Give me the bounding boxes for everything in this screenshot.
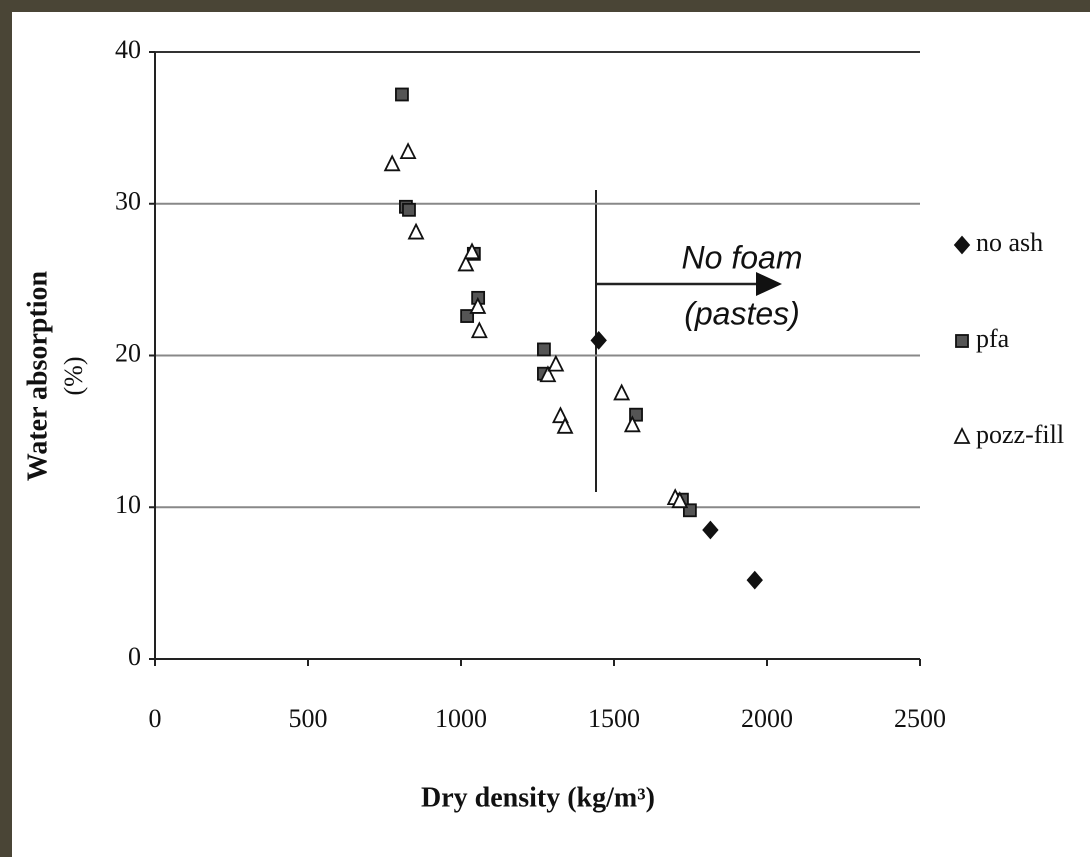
- x-tick-label: 0: [149, 704, 162, 733]
- y-tick-label: 0: [128, 642, 141, 671]
- y-tick-label: 10: [115, 490, 141, 519]
- legend-marker: [953, 235, 971, 255]
- y-tick-label: 30: [115, 187, 141, 216]
- legend-marker: [955, 334, 969, 348]
- point: [399, 142, 417, 160]
- x-tick-label: 500: [289, 704, 328, 733]
- y-tick-label: 20: [115, 338, 141, 367]
- point: [537, 342, 551, 357]
- point: [613, 383, 631, 401]
- point: [463, 242, 481, 260]
- y-axis-label: (%): [59, 357, 88, 396]
- point: [590, 330, 607, 350]
- point: [746, 570, 763, 590]
- annotation: No foam: [682, 239, 803, 275]
- point: [539, 365, 557, 383]
- point: [556, 416, 574, 434]
- legend-label: no ash: [976, 228, 1043, 257]
- point: [671, 491, 689, 509]
- point: [395, 87, 409, 102]
- point: [470, 321, 488, 339]
- point: [407, 222, 425, 240]
- y-tick-label: 40: [115, 35, 141, 64]
- point: [547, 354, 565, 372]
- point: [551, 406, 569, 424]
- point: [383, 154, 401, 172]
- point: [702, 520, 719, 540]
- x-tick-label: 2500: [894, 704, 946, 733]
- y-axis-label: Water absorption: [22, 270, 53, 481]
- x-tick-label: 1000: [435, 704, 487, 733]
- point: [457, 254, 475, 272]
- legend-marker: [953, 426, 971, 444]
- point: [623, 415, 641, 433]
- legend-label: pozz-fill: [976, 420, 1064, 449]
- annotation: (pastes): [684, 295, 800, 331]
- legend-label: pfa: [976, 324, 1010, 353]
- point: [402, 202, 416, 217]
- arrow-head: [756, 272, 782, 296]
- x-axis-label: Dry density (kg/m³): [421, 782, 655, 813]
- point: [469, 296, 487, 314]
- x-tick-label: 1500: [588, 704, 640, 733]
- x-tick-label: 2000: [741, 704, 793, 733]
